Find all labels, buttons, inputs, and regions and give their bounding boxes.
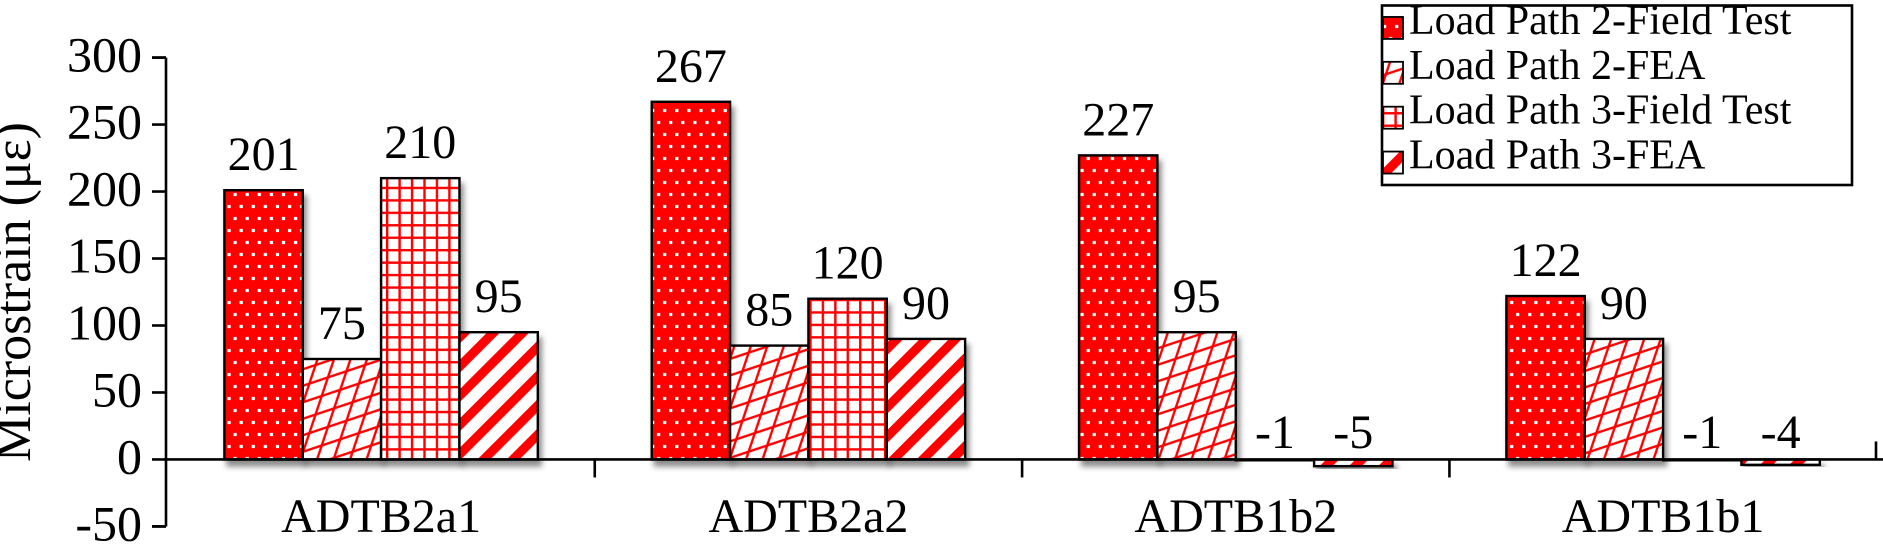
svg-text:Load Path 3-Field Test: Load Path 3-Field Test xyxy=(1409,88,1792,134)
svg-text:Load Path 2-Field Test: Load Path 2-Field Test xyxy=(1409,0,1792,44)
svg-text:ADTB2a2: ADTB2a2 xyxy=(708,490,908,543)
svg-text:250: 250 xyxy=(67,94,142,150)
svg-text:120: 120 xyxy=(812,237,884,290)
svg-text:75: 75 xyxy=(318,297,366,350)
svg-text:85: 85 xyxy=(745,284,793,337)
svg-text:Load Path 3-FEA: Load Path 3-FEA xyxy=(1409,133,1706,179)
svg-text:150: 150 xyxy=(67,228,142,284)
svg-text:267: 267 xyxy=(655,40,727,93)
svg-text:ADTB1b2: ADTB1b2 xyxy=(1134,490,1337,543)
svg-text:210: 210 xyxy=(384,116,456,169)
svg-text:300: 300 xyxy=(67,27,142,83)
svg-text:0: 0 xyxy=(117,428,142,484)
svg-text:122: 122 xyxy=(1510,234,1582,287)
svg-text:ADTB1b1: ADTB1b1 xyxy=(1562,490,1765,543)
svg-text:95: 95 xyxy=(1173,270,1221,323)
svg-text:90: 90 xyxy=(902,277,950,330)
svg-text:50: 50 xyxy=(92,361,142,417)
svg-text:200: 200 xyxy=(67,161,142,217)
svg-text:201: 201 xyxy=(228,128,300,181)
svg-text:Microstrain (με): Microstrain (με) xyxy=(0,122,42,462)
svg-text:-1: -1 xyxy=(1682,406,1722,459)
svg-text:-4: -4 xyxy=(1761,406,1801,459)
svg-text:90: 90 xyxy=(1600,277,1648,330)
svg-text:-50: -50 xyxy=(75,495,142,546)
svg-text:100: 100 xyxy=(67,295,142,351)
svg-text:95: 95 xyxy=(475,270,523,323)
svg-text:Load Path 2-FEA: Load Path 2-FEA xyxy=(1409,43,1706,89)
svg-text:-5: -5 xyxy=(1333,406,1373,459)
svg-text:227: 227 xyxy=(1082,93,1154,146)
svg-text:ADTB2a1: ADTB2a1 xyxy=(281,490,481,543)
svg-text:-1: -1 xyxy=(1255,406,1295,459)
